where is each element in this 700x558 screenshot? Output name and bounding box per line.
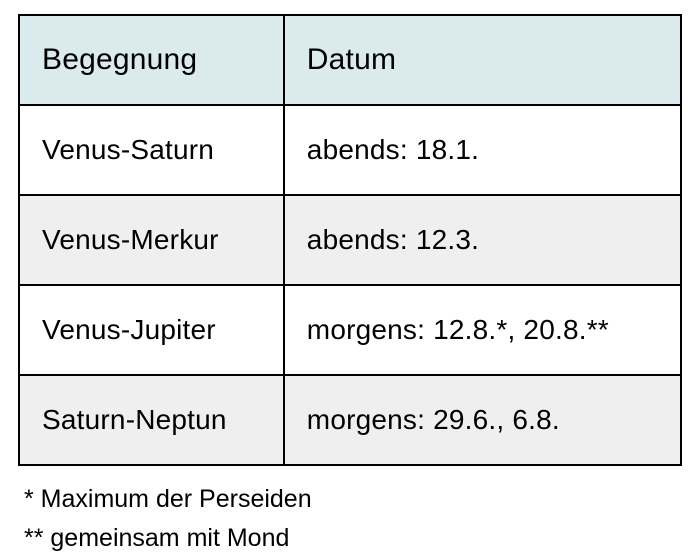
table-header-row: Begegnung Datum — [19, 15, 681, 105]
cell-encounter: Venus-Jupiter — [19, 285, 284, 375]
cell-encounter: Saturn-Neptun — [19, 375, 284, 465]
cell-date: morgens: 29.6., 6.8. — [284, 375, 681, 465]
cell-encounter: Venus-Merkur — [19, 195, 284, 285]
cell-encounter: Venus-Saturn — [19, 105, 284, 195]
footnote-1: * Maximum der Perseiden — [24, 480, 682, 519]
table-row: Venus-Saturn abends: 18.1. — [19, 105, 681, 195]
cell-date: morgens: 12.8.*, 20.8.** — [284, 285, 681, 375]
cell-date: abends: 12.3. — [284, 195, 681, 285]
cell-date: abends: 18.1. — [284, 105, 681, 195]
column-header-date: Datum — [284, 15, 681, 105]
table-row: Saturn-Neptun morgens: 29.6., 6.8. — [19, 375, 681, 465]
footnotes: * Maximum der Perseiden ** gemeinsam mit… — [18, 480, 682, 558]
column-header-encounter: Begegnung — [19, 15, 284, 105]
footnote-2: ** gemeinsam mit Mond — [24, 519, 682, 558]
encounters-table: Begegnung Datum Venus-Saturn abends: 18.… — [18, 14, 682, 466]
table-row: Venus-Jupiter morgens: 12.8.*, 20.8.** — [19, 285, 681, 375]
table-row: Venus-Merkur abends: 12.3. — [19, 195, 681, 285]
